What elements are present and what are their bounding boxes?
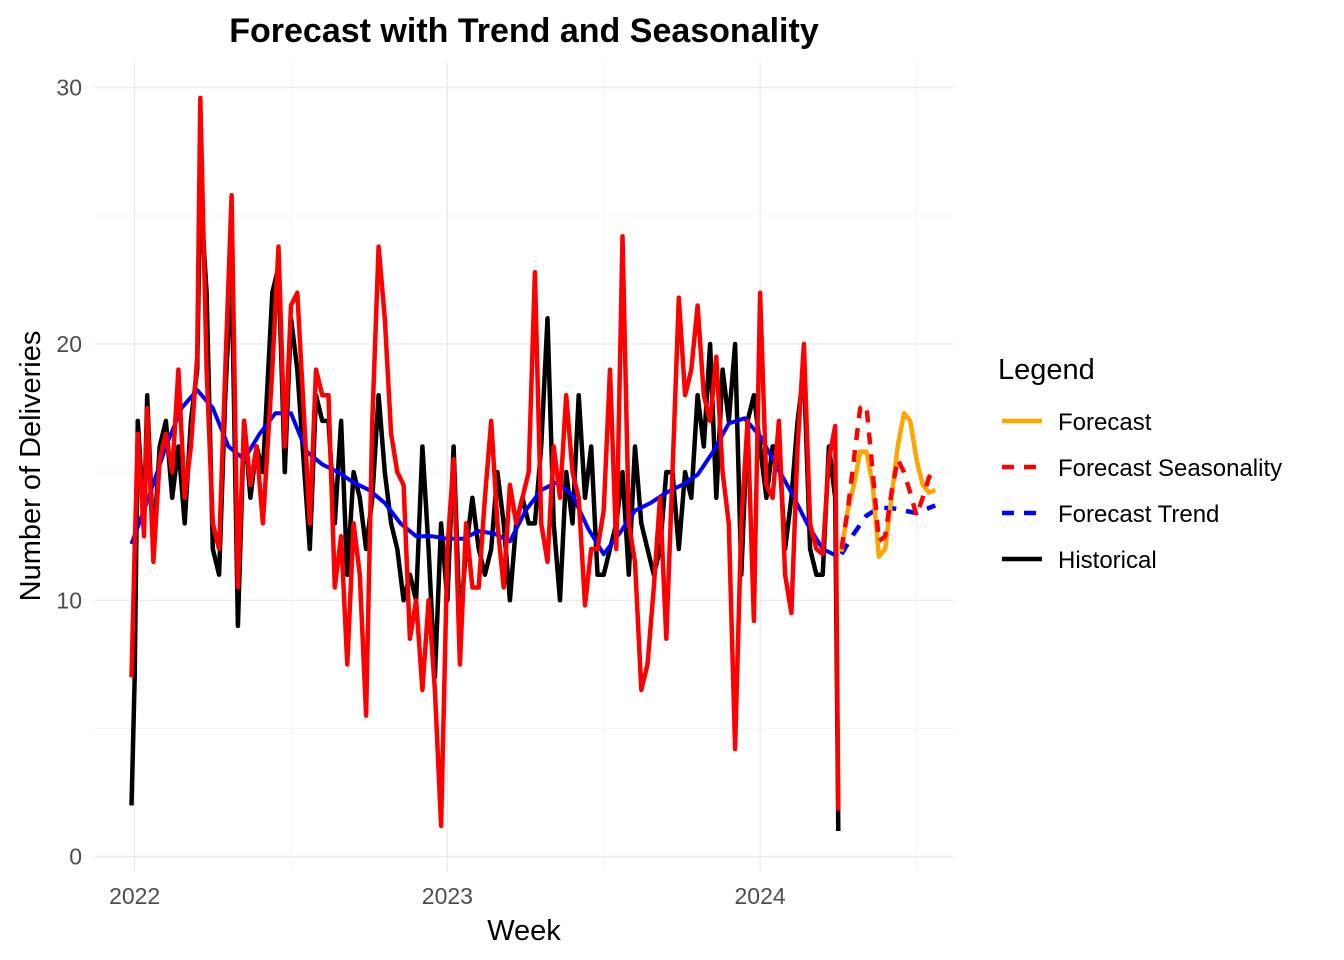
forecast-seasonality-line (839, 403, 938, 550)
legend: Legend Forecast Forecast Seasonality For… (998, 354, 1282, 574)
x-tick-label: 2024 (735, 883, 786, 909)
legend-label-historical: Historical (1058, 547, 1157, 574)
axis-labels: 0 10 20 30 2022 2023 2024 (56, 75, 785, 909)
y-tick-label: 10 (56, 587, 82, 613)
y-tick-label: 20 (56, 331, 82, 357)
legend-entry-forecast: Forecast (1002, 409, 1152, 436)
y-tick-label: 30 (56, 75, 82, 101)
series-layer (129, 95, 938, 832)
legend-title: Legend (998, 354, 1095, 386)
y-axis-title: Number of Deliveries (15, 331, 47, 602)
legend-label-forecast: Forecast (1058, 409, 1152, 436)
forecast-line (839, 410, 937, 559)
legend-entry-forecast-trend: Forecast Trend (1002, 501, 1219, 528)
chart-title: Forecast with Trend and Seasonality (229, 12, 819, 50)
legend-label-forecast-seasonality: Forecast Seasonality (1058, 455, 1282, 482)
y-tick-label: 0 (69, 844, 82, 870)
x-tick-label: 2022 (109, 883, 160, 909)
x-tick-label: 2023 (422, 883, 473, 909)
historical-line (129, 187, 841, 832)
legend-label-forecast-trend: Forecast Trend (1058, 501, 1219, 528)
seasonality-line (129, 95, 841, 829)
legend-entry-historical: Historical (1002, 547, 1157, 574)
x-axis-title: Week (487, 915, 561, 947)
legend-entry-forecast-seasonality: Forecast Seasonality (1002, 455, 1282, 482)
